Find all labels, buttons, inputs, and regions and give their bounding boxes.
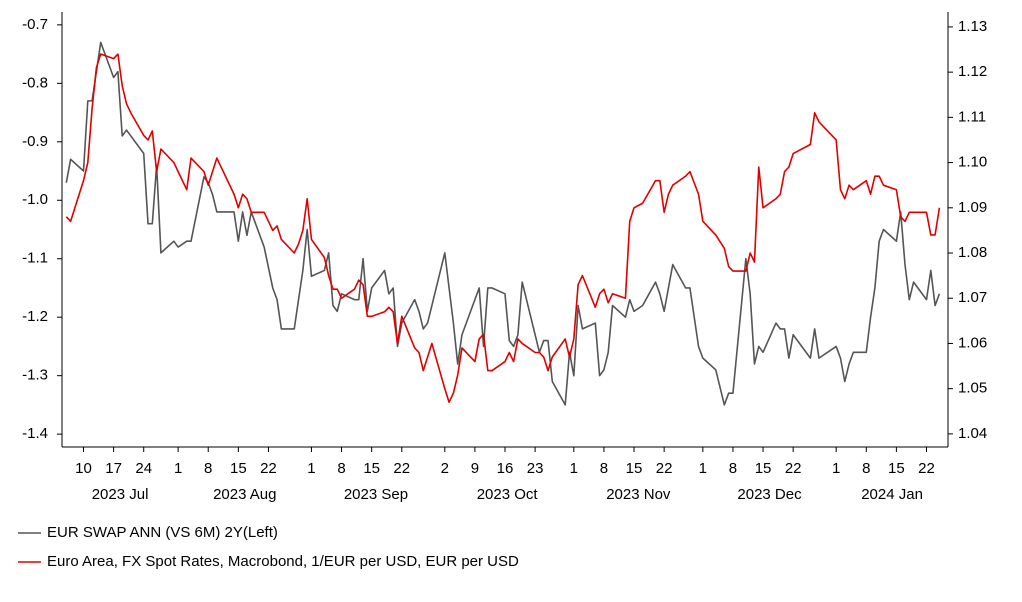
y2-tick-label: 1.04 <box>958 425 987 442</box>
y-tick-label: -1.0 <box>22 191 48 208</box>
x-group-label: 2023 Dec <box>737 486 802 503</box>
y2-tick-label: 1.13 <box>958 18 987 35</box>
x-group-label: 2024 Jan <box>861 486 923 503</box>
x-tick-label: 8 <box>204 460 212 477</box>
y2-tick-label: 1.11 <box>958 108 986 125</box>
x-group-label: 2023 Nov <box>606 486 671 503</box>
x-tick-label: 24 <box>135 460 152 477</box>
y-tick-label: -0.9 <box>22 133 48 150</box>
x-tick-label: 22 <box>656 460 673 477</box>
legend-label: Euro Area, FX Spot Rates, Macrobond, 1/E… <box>47 553 519 570</box>
x-tick-label: 8 <box>337 460 345 477</box>
x-tick-label: 15 <box>755 460 772 477</box>
x-tick-label: 1 <box>174 460 182 477</box>
x-group-label: 2023 Oct <box>477 486 539 503</box>
x-tick-label: 1 <box>570 460 578 477</box>
x-tick-label: 1 <box>832 460 840 477</box>
y2-tick-label: 1.05 <box>958 380 987 397</box>
x-tick-label: 22 <box>918 460 935 477</box>
y-tick-label: -1.2 <box>22 308 48 325</box>
x-group-label: 2023 Jul <box>92 486 149 503</box>
y-tick-label: -0.8 <box>22 74 48 91</box>
y-tick-label: -0.7 <box>22 16 48 33</box>
x-tick-label: 1 <box>699 460 707 477</box>
x-tick-label: 17 <box>105 460 122 477</box>
x-tick-label: 15 <box>230 460 247 477</box>
x-tick-label: 8 <box>600 460 608 477</box>
x-tick-label: 22 <box>785 460 802 477</box>
x-tick-label: 10 <box>75 460 92 477</box>
x-group-label: 2023 Aug <box>213 486 276 503</box>
legend-label: EUR SWAP ANN (VS 6M) 2Y(Left) <box>47 524 278 541</box>
x-tick-label: 8 <box>862 460 870 477</box>
y-tick-label: -1.1 <box>22 250 48 267</box>
x-tick-label: 2 <box>441 460 449 477</box>
x-tick-label: 15 <box>888 460 905 477</box>
x-group-label: 2023 Sep <box>344 486 408 503</box>
x-tick-label: 22 <box>393 460 410 477</box>
y2-tick-label: 1.09 <box>958 199 987 216</box>
y2-tick-label: 1.07 <box>958 289 987 306</box>
x-tick-label: 8 <box>729 460 737 477</box>
x-tick-label: 23 <box>527 460 544 477</box>
y-tick-label: -1.4 <box>22 425 48 442</box>
x-tick-label: 9 <box>471 460 479 477</box>
y2-tick-label: 1.06 <box>958 334 987 351</box>
x-tick-label: 22 <box>260 460 277 477</box>
x-tick-label: 15 <box>363 460 380 477</box>
y2-tick-label: 1.10 <box>958 154 987 171</box>
series-line <box>65 41 941 406</box>
x-tick-label: 1 <box>307 460 315 477</box>
y-tick-label: -1.3 <box>22 367 48 384</box>
x-tick-label: 15 <box>626 460 643 477</box>
y2-tick-label: 1.12 <box>958 63 987 80</box>
series-line <box>65 53 941 404</box>
y2-tick-label: 1.08 <box>958 244 987 261</box>
x-tick-label: 16 <box>497 460 514 477</box>
